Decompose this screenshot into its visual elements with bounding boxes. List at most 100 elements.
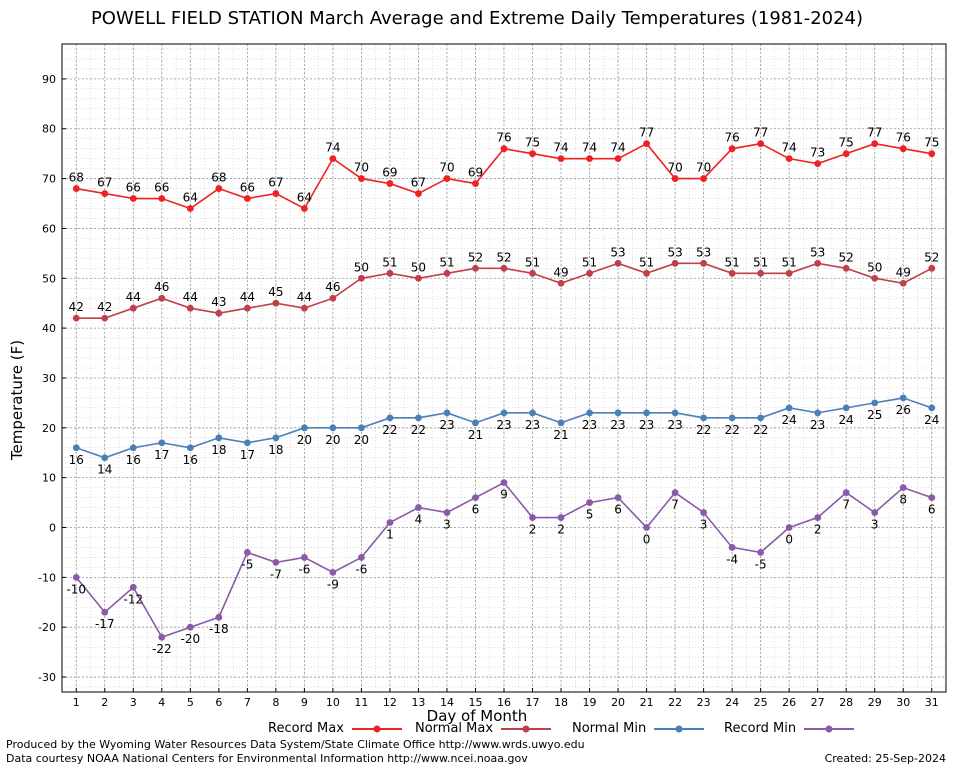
data-point-record-min xyxy=(472,494,479,501)
data-label-normal-max: 43 xyxy=(211,295,226,309)
x-tick-label: 31 xyxy=(925,696,939,709)
legend-label-normal-max: Normal Max xyxy=(415,721,494,736)
data-label-record-min: -6 xyxy=(355,562,367,576)
data-label-record-max: 67 xyxy=(268,176,283,190)
data-label-record-max: 76 xyxy=(724,131,739,145)
data-point-normal-min xyxy=(871,399,879,407)
created-date: Created: 25-Sep-2024 xyxy=(824,752,946,765)
data-point-normal-max xyxy=(757,269,765,277)
data-label-normal-min: 18 xyxy=(211,443,226,457)
data-label-normal-min: 23 xyxy=(525,418,540,432)
data-point-normal-max xyxy=(614,259,622,267)
legend-label-normal-min: Normal Min xyxy=(572,721,647,736)
data-point-record-min xyxy=(814,514,822,521)
data-point-record-min xyxy=(643,524,650,531)
data-point-normal-min xyxy=(899,394,907,402)
x-tick-label: 21 xyxy=(640,696,654,709)
data-point-normal-max xyxy=(358,274,365,282)
data-point-record-min xyxy=(671,489,679,497)
data-point-normal-min xyxy=(300,424,308,432)
x-tick-label: 28 xyxy=(839,696,853,709)
data-point-record-max xyxy=(358,175,365,182)
data-label-record-max: 68 xyxy=(211,171,226,185)
data-label-record-min: -5 xyxy=(755,557,767,571)
data-point-normal-max xyxy=(101,314,109,322)
data-point-normal-min xyxy=(814,409,822,417)
data-point-record-min xyxy=(158,633,166,641)
data-point-normal-min xyxy=(643,409,650,417)
data-label-normal-max: 52 xyxy=(924,250,939,264)
data-point-normal-min xyxy=(72,444,80,452)
data-label-record-min: -20 xyxy=(181,632,201,646)
x-tick-label: 2 xyxy=(101,696,108,709)
data-point-record-min xyxy=(928,494,936,501)
legend-item-normal-max: Normal Max xyxy=(415,721,553,736)
data-label-record-min: 6 xyxy=(928,503,936,517)
legend-swatch-record-max xyxy=(351,725,402,732)
data-point-record-min xyxy=(72,573,80,581)
x-tick-label: 4 xyxy=(158,696,165,709)
y-tick-label: -30 xyxy=(38,671,56,684)
legend-item-record-min: Record Min xyxy=(724,721,856,736)
legend-label-record-min: Record Min xyxy=(724,721,797,736)
data-label-normal-max: 44 xyxy=(297,290,312,304)
x-tick-label: 3 xyxy=(130,696,137,709)
data-label-normal-min: 20 xyxy=(325,433,340,447)
data-label-record-min: 3 xyxy=(871,518,879,532)
legend-item-record-max: Record Max xyxy=(268,721,404,736)
data-point-record-min xyxy=(700,509,708,516)
data-label-normal-max: 52 xyxy=(839,250,854,264)
x-tick-label: 19 xyxy=(583,696,597,709)
data-label-record-max: 74 xyxy=(582,141,597,155)
data-point-record-min xyxy=(415,504,422,511)
data-label-normal-max: 45 xyxy=(268,285,283,299)
data-point-normal-max xyxy=(529,269,536,277)
data-label-normal-max: 49 xyxy=(896,265,911,279)
y-tick-label: 20 xyxy=(42,422,56,435)
x-tick-label: 9 xyxy=(301,696,308,709)
data-point-normal-min xyxy=(386,414,394,422)
y-tick-label: -10 xyxy=(38,571,56,584)
data-label-record-max: 70 xyxy=(696,161,711,175)
data-point-record-max xyxy=(500,145,508,153)
data-point-record-max xyxy=(529,150,536,158)
data-point-normal-max xyxy=(272,299,280,307)
data-point-record-min xyxy=(443,509,451,516)
data-label-normal-min: 23 xyxy=(639,418,654,432)
data-point-record-min xyxy=(129,583,137,591)
data-label-record-max: 70 xyxy=(439,161,454,175)
x-tick-label: 24 xyxy=(725,696,739,709)
data-point-record-min xyxy=(386,519,394,526)
data-point-normal-max xyxy=(158,294,166,302)
data-point-normal-min xyxy=(700,414,708,422)
data-label-record-max: 74 xyxy=(553,141,568,155)
data-point-normal-max xyxy=(671,259,679,267)
chart-legend: Record Max Normal Max Normal Min Record … xyxy=(0,721,954,739)
data-label-normal-min: 24 xyxy=(782,413,797,427)
x-tick-label: 5 xyxy=(187,696,194,709)
data-point-normal-max xyxy=(586,269,593,277)
data-label-record-min: 2 xyxy=(814,523,822,537)
data-point-record-min xyxy=(757,549,765,556)
data-label-record-max: 77 xyxy=(639,126,654,140)
data-label-record-max: 70 xyxy=(354,161,369,175)
data-point-normal-max xyxy=(557,279,565,287)
data-label-normal-min: 18 xyxy=(268,443,283,457)
data-label-normal-min: 23 xyxy=(582,418,597,432)
data-point-record-max xyxy=(186,205,194,212)
data-label-normal-max: 53 xyxy=(610,245,625,259)
data-point-normal-max xyxy=(129,304,137,312)
y-tick-label: 30 xyxy=(42,372,56,385)
data-point-normal-max xyxy=(186,304,194,312)
data-label-normal-min: 16 xyxy=(126,453,141,467)
data-point-normal-max xyxy=(72,314,80,322)
data-label-record-max: 67 xyxy=(411,176,426,190)
data-point-normal-min xyxy=(101,454,109,462)
data-label-record-max: 64 xyxy=(183,190,198,204)
data-point-record-max xyxy=(300,205,308,212)
data-point-record-max xyxy=(671,175,679,182)
data-label-normal-max: 51 xyxy=(382,255,397,269)
data-label-normal-max: 53 xyxy=(696,245,711,259)
data-label-record-min: 3 xyxy=(443,518,451,532)
data-label-normal-min: 23 xyxy=(610,418,625,432)
